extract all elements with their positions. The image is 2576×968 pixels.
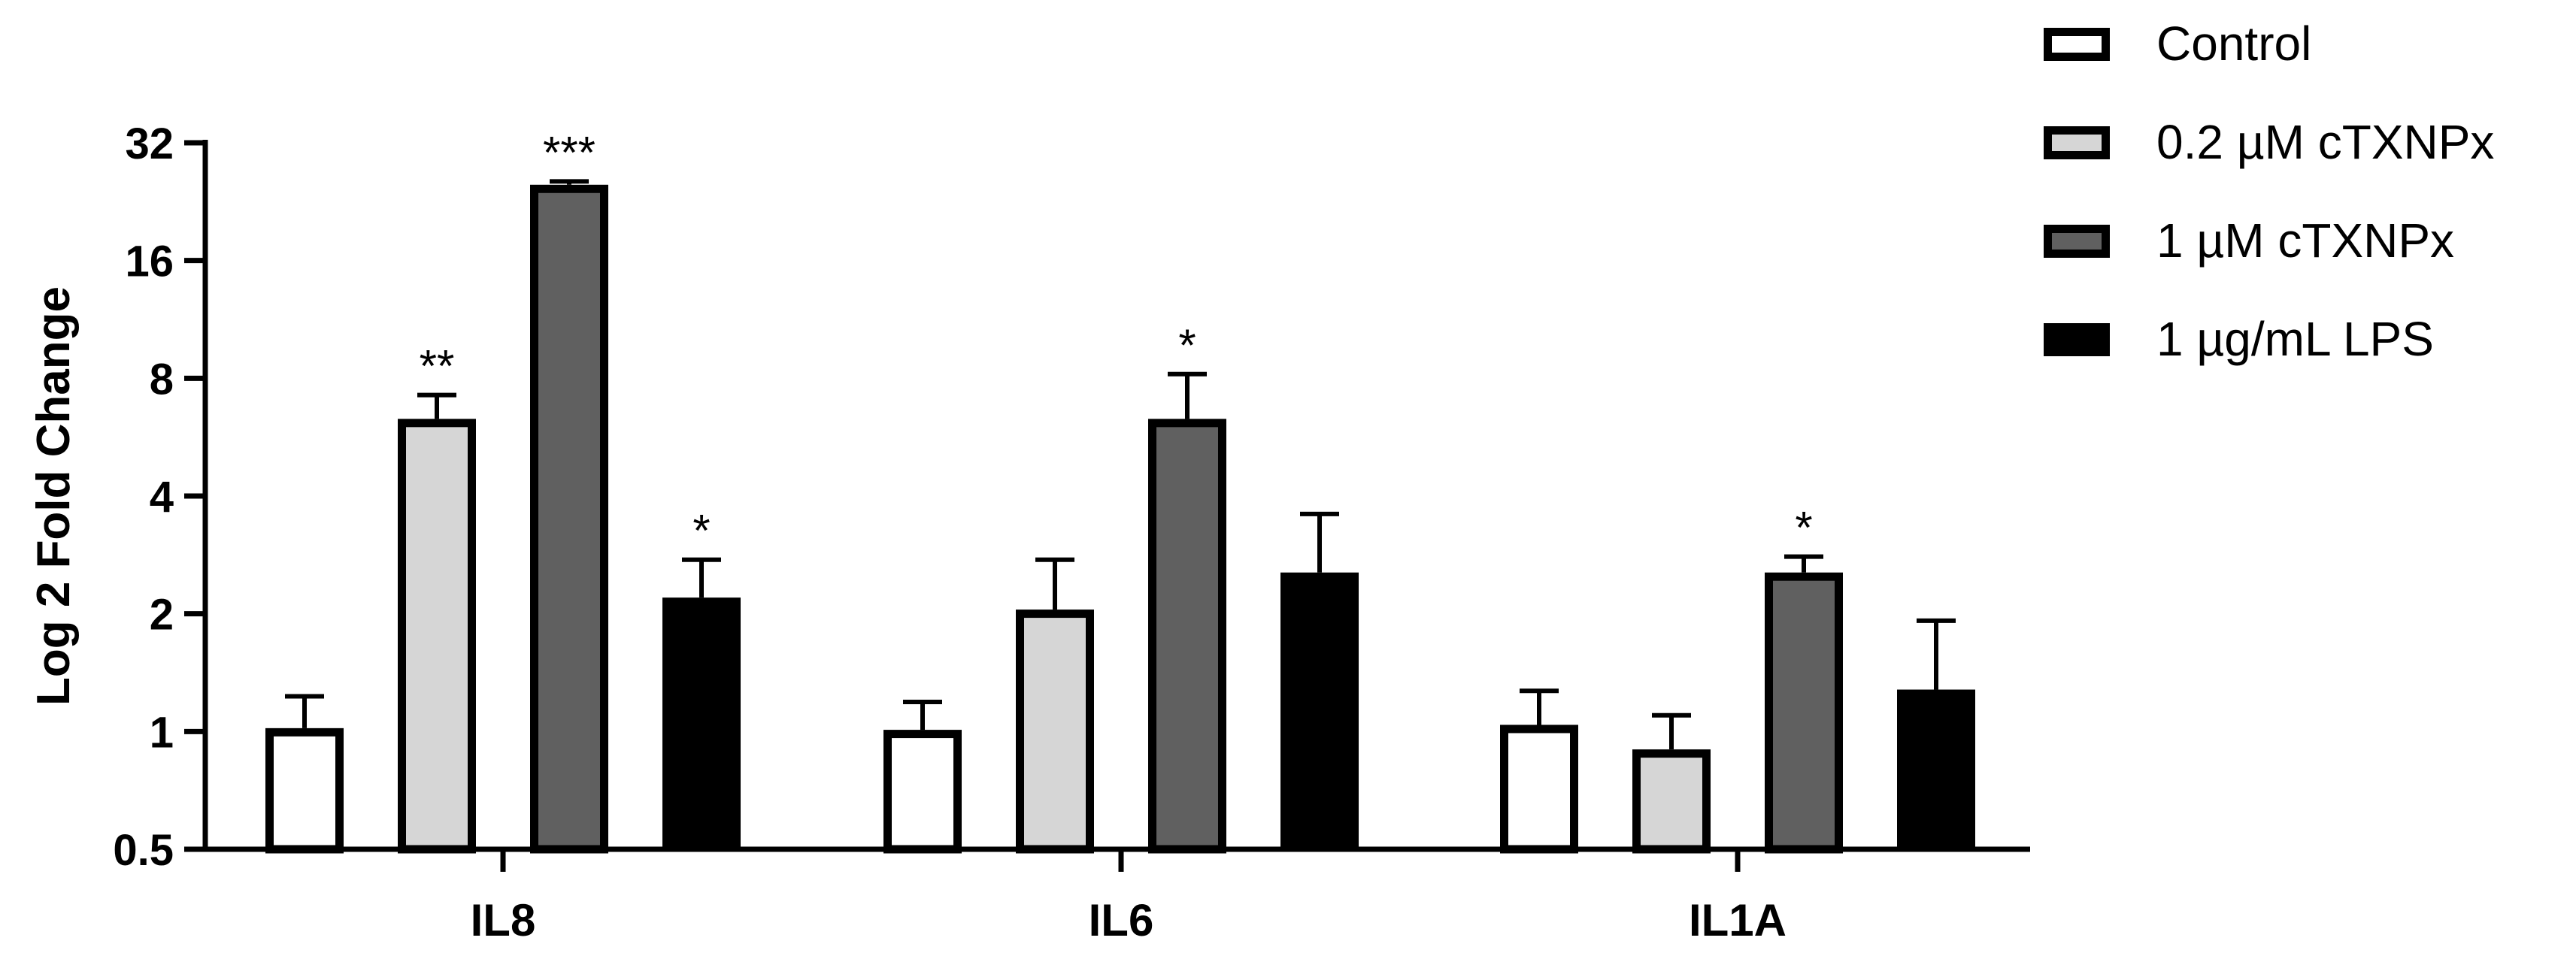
y-tick-label: 32 (125, 119, 174, 168)
significance-marker: ** (420, 341, 455, 392)
x-axis: IL8 IL6 IL1A (203, 846, 2030, 945)
legend-swatch (2044, 126, 2110, 159)
significance-marker: *** (543, 127, 596, 177)
y-axis: 0.5 1 2 4 8 16 32 (113, 119, 208, 875)
legend-swatch (2044, 225, 2110, 258)
legend-label: Control (2156, 17, 2311, 71)
bar (530, 184, 608, 854)
significance-marker: * (692, 506, 710, 556)
bar (1148, 419, 1226, 854)
x-tick-label: IL1A (1689, 895, 1787, 945)
bar (662, 597, 741, 849)
bar (398, 419, 476, 854)
y-tick-label: 4 (150, 473, 174, 522)
legend-label: 1 µM cTXNPx (2156, 213, 2454, 268)
y-axis-title: Log 2 Fold Change (28, 286, 80, 706)
bar (1500, 724, 1578, 854)
x-tick-label: IL6 (1089, 895, 1154, 945)
significance-marker: * (1795, 503, 1812, 553)
y-tick-label: 0.5 (113, 826, 174, 875)
bar (265, 728, 344, 854)
legend-swatch (2044, 323, 2110, 356)
y-tick-label: 2 (150, 591, 174, 640)
y-tick-label: 1 (150, 708, 174, 757)
bar (1632, 749, 1711, 854)
legend: Control 0.2 µM cTXNPx 1 µM cTXNPx 1 µg/mL L… (2044, 17, 2494, 366)
y-tick-label: 16 (125, 237, 174, 286)
bar (883, 730, 962, 854)
bar (1280, 572, 1359, 849)
legend-swatch (2044, 28, 2110, 61)
legend-label: 0.2 µM cTXNPx (2156, 115, 2494, 169)
bar (1016, 610, 1094, 854)
bars-group: ******** (265, 127, 1975, 854)
bar (1765, 572, 1843, 854)
significance-marker: * (1178, 320, 1196, 371)
legend-label: 1 µg/mL LPS (2156, 312, 2434, 366)
y-tick-label: 8 (150, 355, 174, 404)
bar (1897, 689, 1975, 849)
x-tick-label: IL8 (471, 895, 536, 945)
